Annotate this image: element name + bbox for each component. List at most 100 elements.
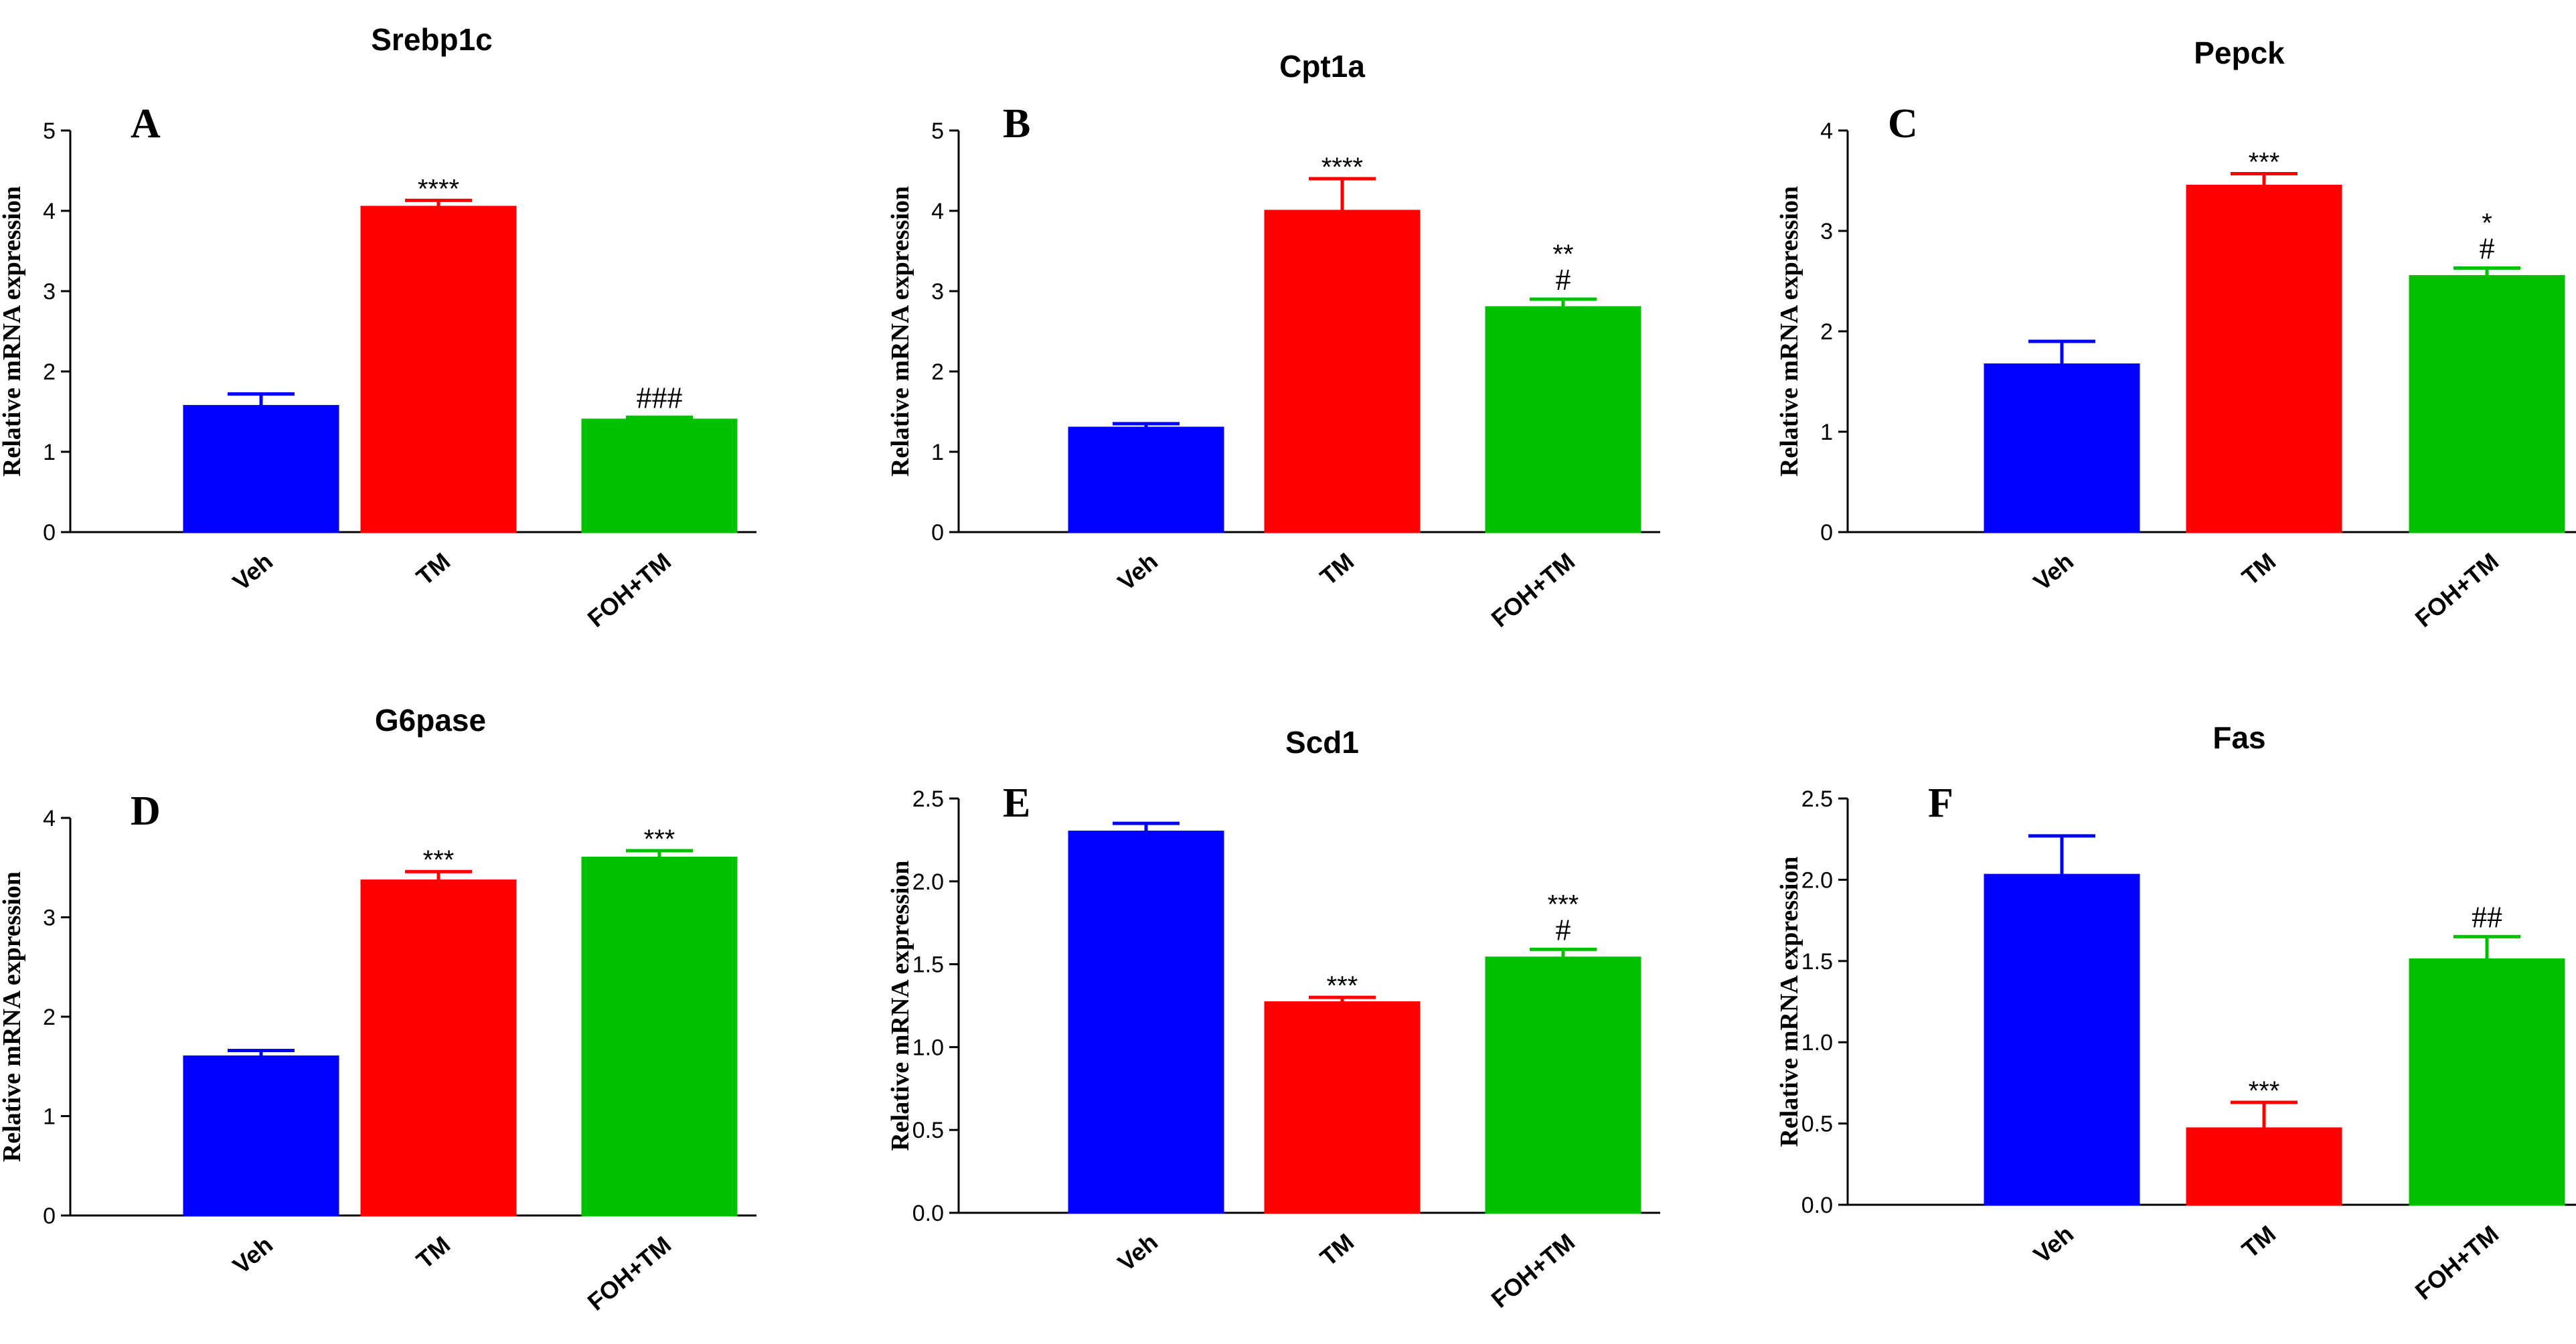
significance-hash: ## — [2472, 900, 2502, 934]
y-axis-label: Relative mRNA expression — [886, 186, 914, 477]
significance-stars: *** — [2249, 1076, 2280, 1106]
panel-c: Pepck C Relative mRNA expression 0 1 2 3 4 Veh TM… — [1775, 35, 2576, 633]
x-tick-label: Veh — [228, 548, 278, 596]
y-tick-label: 0 — [43, 520, 56, 545]
y-tick-label: 4 — [1820, 118, 1833, 144]
x-tick-label: Veh — [2028, 1220, 2079, 1269]
y-tick-label: 3 — [43, 279, 56, 305]
y-tick-label: 0 — [931, 520, 944, 545]
significance-stars: *** — [1327, 971, 1358, 1001]
bar-foh-tm — [2409, 275, 2565, 533]
x-tick-label: TM — [1315, 1228, 1359, 1272]
panel-b: Cpt1a B Relative mRNA expression 0 1 2 3 4 5 Veh T… — [886, 49, 1660, 633]
y-axis-label: Relative mRNA expression — [0, 186, 26, 477]
significance-stars: *** — [1548, 890, 1579, 919]
y-axis-label: Relative mRNA expression — [886, 860, 914, 1151]
y-axis-label: Relative mRNA expression — [1775, 186, 1803, 477]
y-axis-label: Relative mRNA expression — [1775, 856, 1803, 1147]
panel-f: Fas F Relative mRNA expression 0.0 0.5 1.0 1.5… — [1775, 720, 2576, 1305]
y-tick-label: 1.5 — [1801, 949, 1833, 975]
y-tick-label: 4 — [43, 199, 56, 224]
significance-stars: *** — [2249, 148, 2280, 177]
panel-title: Pepck — [2194, 35, 2285, 70]
bar-tm — [360, 205, 517, 533]
y-tick-label: 1 — [43, 1104, 56, 1130]
y-tick-label: 2 — [43, 1005, 56, 1030]
panel-title: Cpt1a — [1279, 49, 1365, 84]
bar-foh-tm — [2409, 958, 2565, 1206]
y-tick-label: 2.5 — [1801, 786, 1833, 812]
x-tick-label: TM — [2237, 1220, 2281, 1264]
bar-veh — [183, 405, 339, 533]
x-tick-label: TM — [1315, 548, 1359, 591]
panel-letter: E — [1003, 780, 1030, 826]
panel-a: Srebp1c A Relative mRNA expression 0 1 2 3 4 5 Ve… — [0, 22, 756, 633]
y-tick-label: 1.5 — [912, 952, 944, 978]
y-tick-label: 1 — [931, 440, 944, 465]
bar-tm — [360, 879, 517, 1217]
bar-foh-tm — [1485, 956, 1641, 1214]
x-tick-label: FOH+TM — [582, 1231, 676, 1316]
y-tick-label: 2 — [931, 359, 944, 385]
significance-stars: **** — [418, 174, 459, 203]
panel-letter: A — [131, 101, 161, 147]
y-tick-label: 1.0 — [912, 1035, 944, 1060]
bar-foh-tm — [1485, 306, 1641, 533]
x-tick-label: FOH+TM — [582, 548, 676, 633]
y-tick-label: 3 — [1820, 219, 1833, 244]
y-tick-label: 2.0 — [1801, 867, 1833, 893]
panel-letter: B — [1003, 101, 1030, 147]
y-tick-label: 5 — [43, 118, 56, 144]
y-axis-label: Relative mRNA expression — [0, 871, 26, 1162]
y-tick-label: 1 — [43, 440, 56, 465]
bar-veh — [1068, 831, 1224, 1214]
bar-veh — [1068, 426, 1224, 533]
significance-stars: * — [2482, 209, 2492, 238]
y-tick-label: 0.5 — [1801, 1112, 1833, 1137]
x-tick-label: TM — [411, 1231, 455, 1274]
y-tick-label: 2 — [43, 359, 56, 385]
significance-stars: *** — [423, 845, 455, 875]
panel-letter: F — [1928, 780, 1953, 826]
y-tick-label: 2.5 — [912, 786, 944, 812]
panel-title: G6pase — [375, 703, 486, 738]
bar-veh — [1984, 363, 2140, 533]
bar-veh — [183, 1055, 339, 1217]
y-tick-label: 2 — [1820, 319, 1833, 345]
x-tick-label: FOH+TM — [2410, 1220, 2504, 1305]
significance-hash: # — [2480, 232, 2495, 266]
y-tick-label: 0 — [1820, 520, 1833, 545]
bar-tm — [1264, 209, 1421, 533]
bar-tm — [2186, 185, 2342, 533]
significance-hash: # — [1556, 912, 1571, 946]
bar-veh — [1984, 873, 2140, 1206]
x-tick-label: Veh — [1113, 548, 1163, 596]
x-tick-label: FOH+TM — [2410, 548, 2504, 633]
significance-stars: ** — [1552, 240, 1573, 269]
y-tick-label: 3 — [43, 906, 56, 931]
y-tick-label: 0 — [43, 1203, 56, 1229]
panel-d: G6pase D Relative mRNA expression 0 1 2 3 4 Veh T… — [0, 703, 756, 1316]
bar-tm — [2186, 1127, 2342, 1206]
x-tick-label: Veh — [1113, 1228, 1163, 1277]
panel-e: Scd1 E Relative mRNA expression 0.0 0.5 1.0 1.… — [886, 725, 1660, 1313]
y-tick-label: 0.5 — [912, 1118, 944, 1143]
y-tick-label: 1.0 — [1801, 1030, 1833, 1056]
y-tick-label: 0.0 — [1801, 1193, 1833, 1218]
y-tick-label: 4 — [43, 806, 56, 831]
significance-stars: *** — [644, 825, 675, 854]
y-tick-label: 3 — [931, 279, 944, 305]
panel-title: Fas — [2212, 720, 2265, 755]
bar-foh-tm — [581, 418, 738, 533]
y-tick-label: 5 — [931, 118, 944, 144]
x-tick-label: Veh — [2028, 548, 2079, 596]
x-tick-label: FOH+TM — [1486, 1228, 1580, 1313]
y-tick-label: 2.0 — [912, 869, 944, 895]
bar-tm — [1264, 1001, 1421, 1214]
x-tick-label: FOH+TM — [1486, 548, 1580, 633]
panel-title: Scd1 — [1285, 725, 1359, 760]
panel-letter: D — [131, 788, 161, 834]
panel-letter: C — [1888, 101, 1918, 147]
significance-hash: # — [1556, 262, 1571, 297]
